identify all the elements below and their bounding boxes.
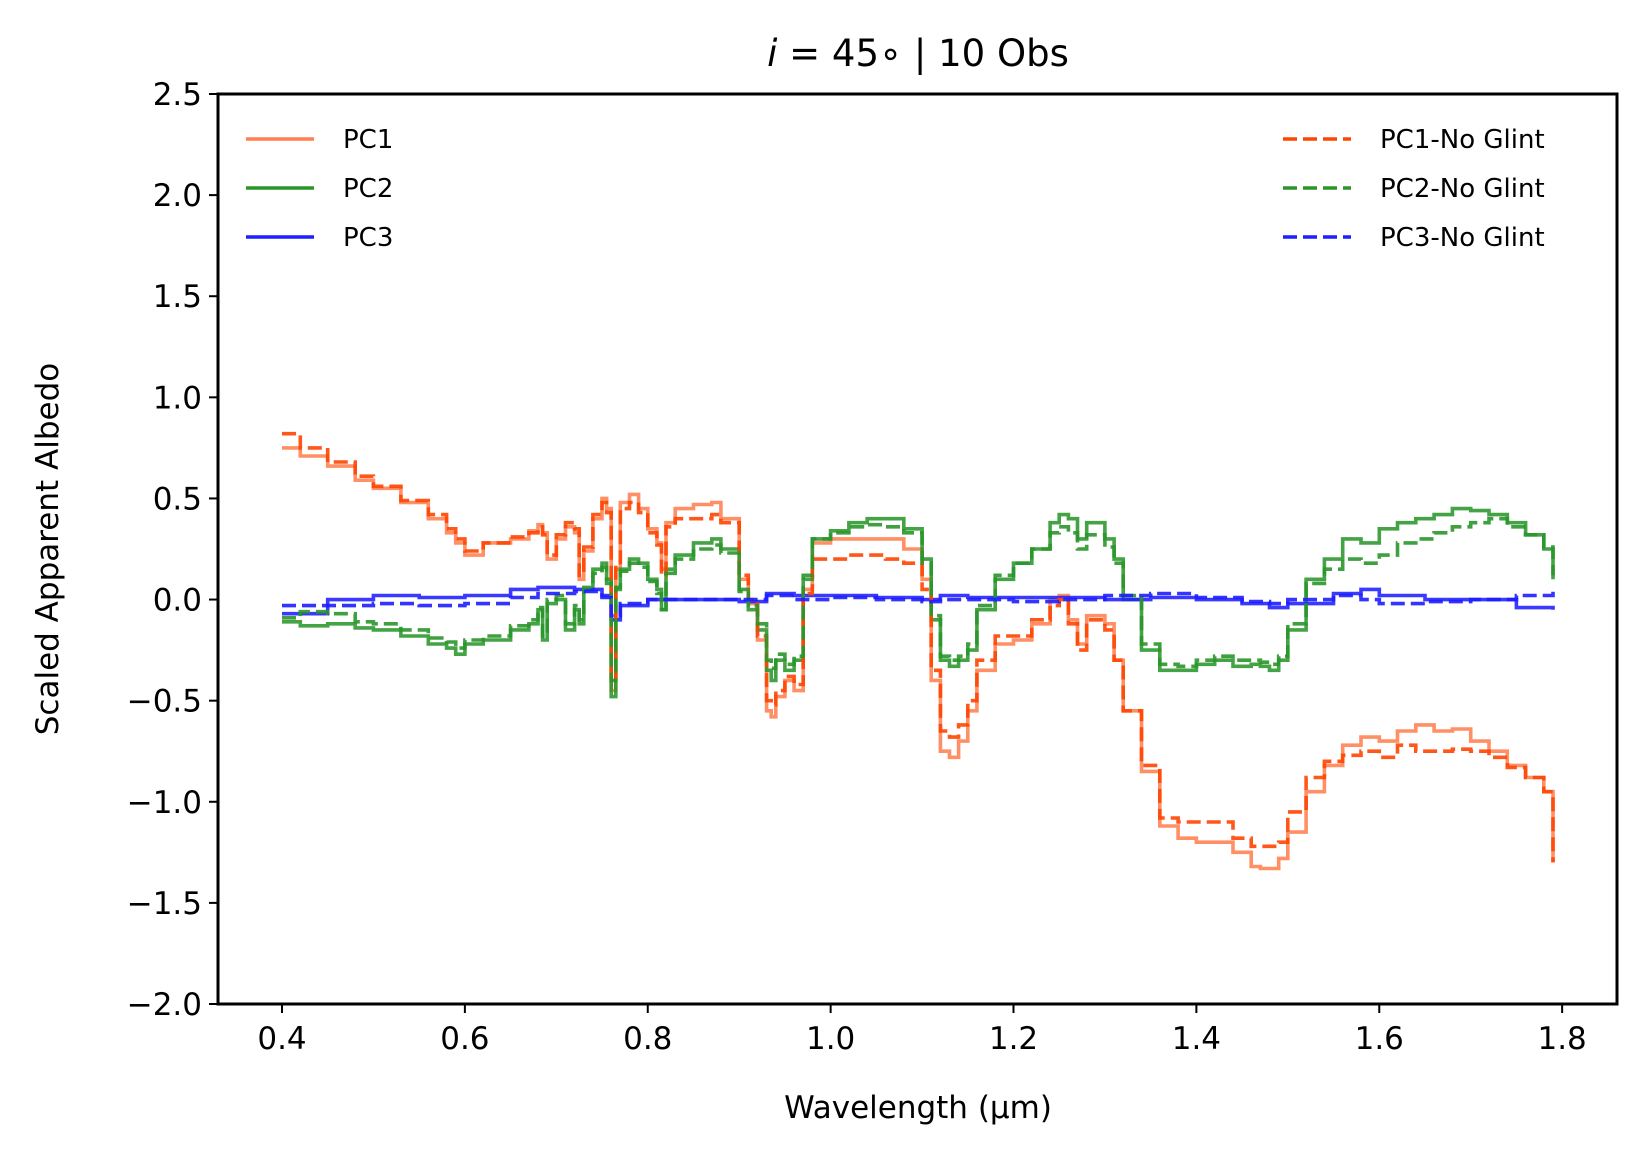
legend-label-pc2-no-glint: PC2-No Glint [1380,174,1545,204]
x-tick-label: 1.0 [806,1021,855,1057]
legend-right: PC1-No Glint PC2-No Glint PC3-No Glint [1283,125,1545,253]
y-tick-label: −1.0 [127,785,202,821]
y-tick-label: 1.0 [153,380,202,416]
y-tick-label: −0.5 [127,684,202,720]
y-axis: 2.5 2.0 1.5 1.0 0.5 0.0 −0.5 −1.0 −1.5 −2.0 [127,77,218,1023]
x-axis: 0.4 0.6 0.8 1.0 1.2 1.4 1.6 1.8 [257,1004,1587,1057]
series-line-pc3 [282,585,1555,622]
y-tick-label: 0.5 [153,481,202,517]
series-line-pc3-no-glint [282,589,1555,618]
y-tick-label: 2.5 [153,77,202,113]
series-line-pc2 [282,506,1555,699]
x-tick-label: 0.8 [623,1021,672,1057]
x-tick-label: 0.4 [257,1021,306,1057]
series-line-pc1 [282,446,1555,871]
y-tick-label: −2.0 [127,987,202,1023]
y-tick-label: 1.5 [153,279,202,315]
legend-label-pc2: PC2 [343,174,393,204]
series-layer [282,431,1555,871]
chart-title-text: = 45∘ | 10 Obs [777,32,1068,75]
x-tick-label: 1.4 [1172,1021,1221,1057]
x-tick-label: 1.2 [989,1021,1038,1057]
plot-frame [216,92,1619,1006]
x-tick-label: 1.8 [1537,1021,1586,1057]
x-tick-label: 1.6 [1355,1021,1404,1057]
legend-label-pc3: PC3 [343,223,393,253]
chart-title: i = 45∘ | 10 Obs [767,32,1069,75]
legend-label-pc3-no-glint: PC3-No Glint [1380,223,1545,253]
series-line-pc2-no-glint [282,516,1555,683]
legend-left: PC1 PC2 PC3 [246,125,393,253]
y-axis-label: Scaled Apparent Albedo [30,363,66,736]
x-tick-label: 0.6 [440,1021,489,1057]
chart-title-variable: i [767,32,778,75]
x-axis-label: Wavelength (μm) [784,1090,1052,1126]
y-tick-label: 0.0 [153,583,202,619]
legend-label-pc1: PC1 [343,125,393,155]
y-tick-label: 2.0 [153,178,202,214]
legend-label-pc1-no-glint: PC1-No Glint [1380,125,1545,155]
y-tick-label: −1.5 [127,886,202,922]
